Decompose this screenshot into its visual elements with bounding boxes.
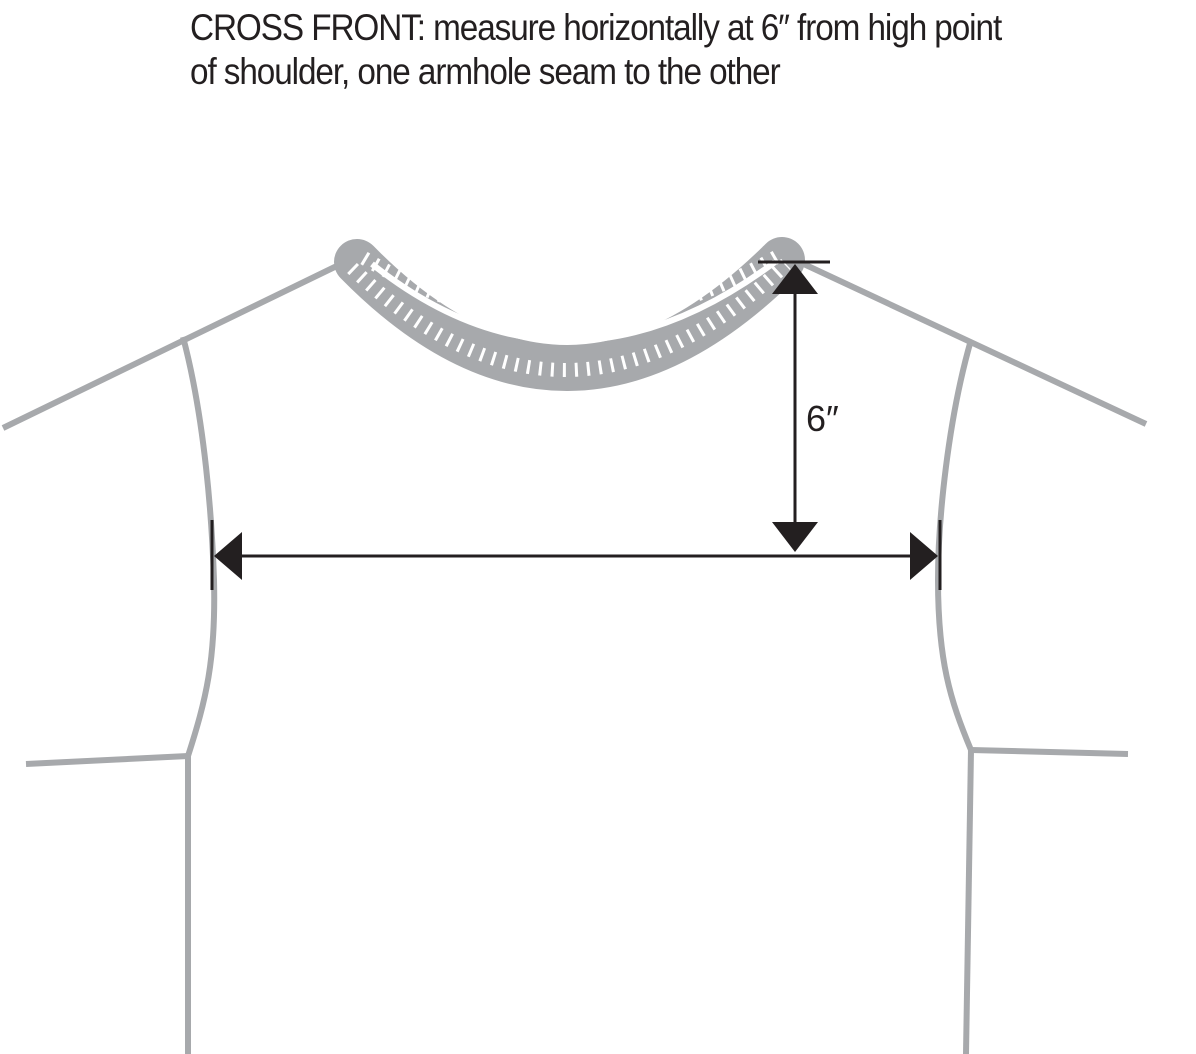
right-sleeve-bottom <box>970 747 1129 757</box>
vertical-measure-label: 6″ <box>806 398 839 439</box>
horizontal-arrow-left <box>214 532 242 580</box>
measurement-guides <box>210 260 942 590</box>
left-armhole-seam <box>180 336 218 757</box>
collar-inner-gap <box>370 259 777 344</box>
left-sleeve-bottom <box>25 753 189 767</box>
instruction-line-2: of shoulder, one armhole seam to the oth… <box>190 51 781 92</box>
collar-ribbing-upper <box>360 249 782 326</box>
instruction-text: CROSS FRONT: measure horizontally at 6″ … <box>190 6 1090 94</box>
right-armhole-seam <box>934 339 974 752</box>
vertical-arrow-up <box>772 264 818 294</box>
collar-band <box>334 237 805 391</box>
garment-outline <box>1 249 1148 1054</box>
vertical-arrow-down <box>772 522 818 552</box>
left-shoulder-line <box>1 259 347 431</box>
instruction-line-1: CROSS FRONT: measure horizontally at 6″ … <box>190 7 1002 48</box>
right-side-seam <box>963 749 974 1054</box>
rib-collar <box>334 237 805 391</box>
right-shoulder-line <box>776 249 1148 427</box>
horizontal-arrow-right <box>910 532 938 580</box>
